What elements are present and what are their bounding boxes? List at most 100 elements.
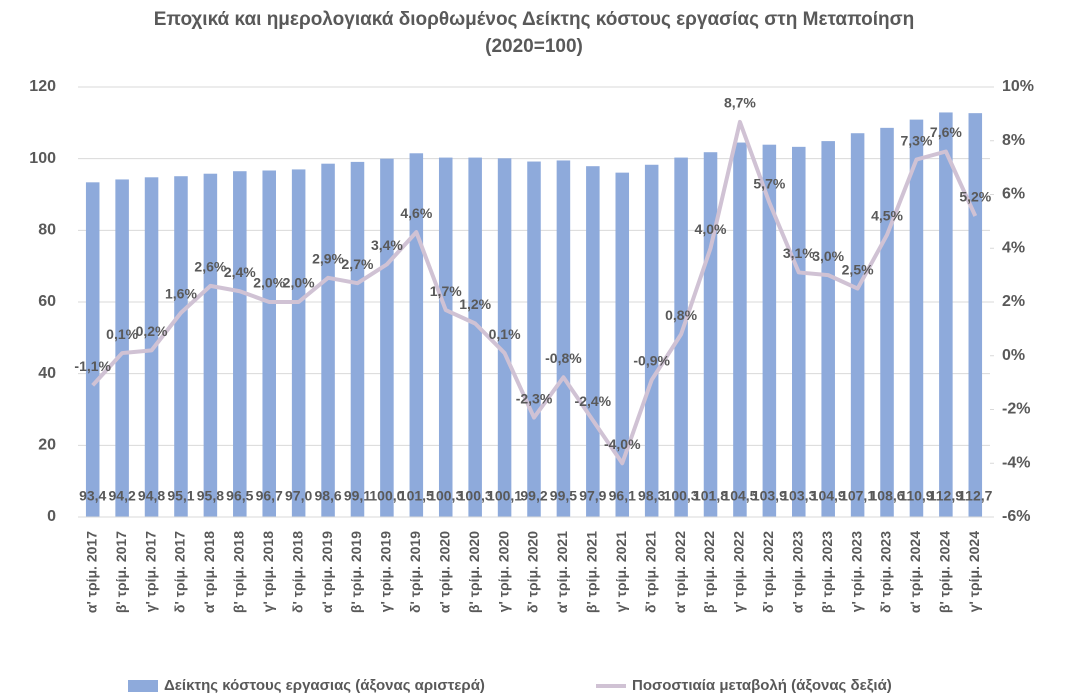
x-tick-label: β' τρίμ. 2024 (937, 531, 953, 613)
bar-value-label: 112,7 (958, 488, 992, 504)
y2-tick-label: 0% (1002, 347, 1025, 364)
bar (262, 170, 276, 517)
x-tick-label: α' τρίμ. 2022 (672, 531, 688, 613)
legend-label: Ποσοστιαία μεταβολή (άξονας δεξιά) (632, 677, 892, 694)
x-tick-label: δ' τρίμ. 2020 (525, 531, 541, 613)
y2-tick-label: 2% (1002, 293, 1025, 310)
bar-value-label: 103,9 (752, 488, 787, 504)
line-value-label: 2,4% (224, 264, 256, 280)
line-value-label: -1,1% (74, 358, 111, 374)
bar (968, 113, 983, 518)
line-value-label: -4,0% (604, 436, 641, 452)
line-value-label: 2,5% (842, 261, 874, 277)
line-value-label: 4,6% (400, 205, 432, 221)
bar (556, 160, 571, 518)
x-tick-label: β' τρίμ. 2022 (701, 531, 717, 613)
x-tick-label: γ' τρίμ. 2017 (142, 531, 158, 613)
bar-value-label: 104,9 (811, 488, 846, 504)
y-tick-label: 80 (38, 222, 56, 239)
x-tick-label: δ' τρίμ. 2021 (642, 531, 658, 613)
y-tick-label: 20 (38, 437, 56, 454)
x-tick-label: α' τρίμ. 2020 (436, 531, 452, 613)
bar-value-label: 100,3 (428, 488, 463, 504)
bar (615, 172, 630, 517)
line-value-label: 0,8% (665, 307, 697, 323)
x-tick-label: δ' τρίμ. 2023 (878, 531, 894, 613)
x-tick-label: α' τρίμ. 2024 (907, 531, 923, 613)
bar-value-label: 108,6 (870, 488, 905, 504)
bar-value-label: 104,5 (722, 488, 757, 504)
bar-value-label: 97,0 (285, 488, 312, 504)
bar-value-label: 107,1 (840, 488, 875, 504)
x-tick-label: β' τρίμ. 2021 (584, 531, 600, 613)
y2-tick-label: -6% (1002, 508, 1030, 525)
y-tick-label: 60 (38, 293, 56, 310)
bar (203, 173, 218, 517)
line-value-label: 2,7% (342, 256, 374, 272)
bar-value-label: 99,5 (550, 488, 577, 504)
bar (85, 182, 100, 518)
line-value-label: 0,1% (489, 326, 521, 342)
x-tick-label: δ' τρίμ. 2022 (760, 531, 776, 613)
line-value-label: 1,6% (165, 285, 197, 301)
y2-tick-label: -2% (1002, 401, 1030, 418)
line-value-label: 7,6% (930, 124, 962, 140)
bar-value-label: 96,5 (226, 488, 253, 504)
x-tick-label: δ' τρίμ. 2019 (407, 531, 423, 613)
bar (821, 141, 835, 517)
legend-label: Δείκτης κόστους εργασιας (άξονας αριστερ… (164, 677, 485, 694)
line-value-label: -2,4% (575, 393, 612, 409)
bar (703, 152, 718, 517)
bar-value-label: 101,5 (399, 488, 434, 504)
x-tick-label: δ' τρίμ. 2017 (172, 531, 188, 613)
bar (850, 133, 865, 517)
x-tick-label: γ' τρίμ. 2023 (848, 531, 864, 613)
bar (586, 166, 600, 518)
line (91, 119, 978, 466)
bar-value-label: 96,1 (609, 488, 636, 504)
x-tick-label: β' τρίμ. 2017 (113, 531, 129, 613)
line-value-label: 3,4% (371, 237, 403, 253)
bar-value-label: 94,8 (138, 488, 165, 504)
line-value-label: -0,9% (633, 353, 670, 369)
bar-value-label: 99,1 (344, 488, 371, 504)
bar-value-label: 100,1 (487, 488, 522, 504)
line-value-label: 5,7% (753, 175, 785, 191)
line-value-label: 4,5% (871, 208, 903, 224)
x-tick-label: γ' τρίμ. 2022 (731, 531, 747, 613)
y2-tick-label: -4% (1002, 454, 1030, 471)
x-tick-label: α' τρίμ. 2023 (789, 531, 805, 613)
bar-value-label: 94,2 (109, 488, 136, 504)
bar (733, 142, 747, 517)
bar (115, 179, 129, 517)
x-tick-label: α' τρίμ. 2017 (83, 531, 99, 613)
x-tick-label: α' τρίμ. 2021 (554, 531, 570, 613)
bar-value-label: 112,9 (929, 488, 963, 504)
y2-tick-label: 10% (1002, 78, 1034, 95)
line-value-label: 7,3% (900, 132, 932, 148)
line-value-label: 3,0% (812, 248, 844, 264)
y-tick-label: 0 (47, 508, 56, 525)
bar (233, 171, 247, 518)
line-value-label: 1,2% (459, 296, 491, 312)
bar (880, 127, 894, 517)
bar-value-label: 103,3 (781, 488, 816, 504)
x-tick-label: δ' τρίμ. 2018 (289, 531, 305, 613)
bar-value-label: 101,8 (693, 488, 728, 504)
line-value-label: 2,9% (312, 251, 344, 267)
bar-value-label: 99,2 (520, 488, 547, 504)
line-value-label: 2,6% (194, 259, 226, 275)
x-tick-label: β' τρίμ. 2020 (466, 531, 482, 613)
bar (527, 161, 541, 518)
bar-value-label: 98,3 (638, 488, 665, 504)
bar (291, 169, 306, 517)
line-value-label: -2,3% (516, 390, 553, 406)
y2-tick-label: 8% (1002, 132, 1025, 149)
bar-value-label: 95,1 (167, 488, 194, 504)
bar-value-label: 96,7 (256, 488, 283, 504)
x-tick-label: γ' τρίμ. 2020 (495, 531, 511, 613)
line-value-label: 5,2% (959, 189, 991, 205)
bar-value-label: 100,3 (458, 488, 493, 504)
x-tick-label: α' τρίμ. 2019 (319, 531, 335, 613)
